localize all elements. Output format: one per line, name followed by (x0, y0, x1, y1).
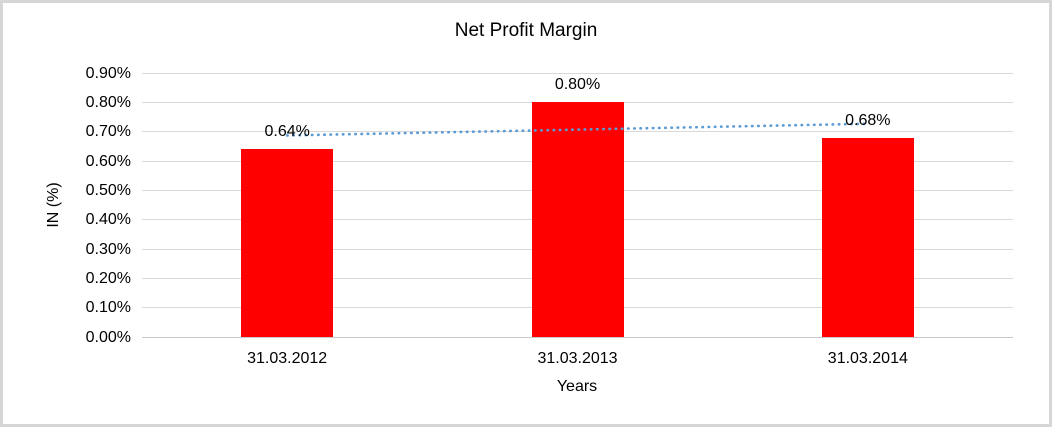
bar (241, 149, 334, 337)
gridline (142, 72, 1013, 74)
y-tick-label: 0.40% (85, 211, 131, 229)
y-tick-label: 0.30% (85, 240, 131, 258)
bar (531, 102, 624, 337)
x-axis-title: Years (556, 378, 598, 395)
bar (821, 137, 914, 337)
y-tick-label: 0.50% (85, 181, 131, 199)
bar-value-label: 0.68% (845, 111, 891, 129)
bar-value-label: 0.80% (554, 76, 601, 94)
y-tick-label: 0.10% (85, 299, 131, 317)
y-tick-label: 0.80% (85, 93, 131, 111)
bar-value-label: 0.64% (264, 123, 310, 141)
y-tick-label: 0.00% (85, 328, 131, 346)
trendline (285, 122, 870, 137)
y-tick-label: 0.60% (85, 152, 131, 170)
x-tick-label: 31.03.2012 (247, 350, 328, 367)
y-tick-label: 0.70% (85, 123, 131, 141)
chart-title: Net Profit Margin (454, 20, 598, 41)
x-tick-label: 31.03.2014 (827, 350, 908, 367)
x-axis-line (142, 336, 1013, 338)
y-tick-label: 0.20% (85, 269, 131, 287)
y-tick-label: 0.90% (85, 64, 131, 82)
x-tick-label: 31.03.2013 (537, 350, 618, 367)
